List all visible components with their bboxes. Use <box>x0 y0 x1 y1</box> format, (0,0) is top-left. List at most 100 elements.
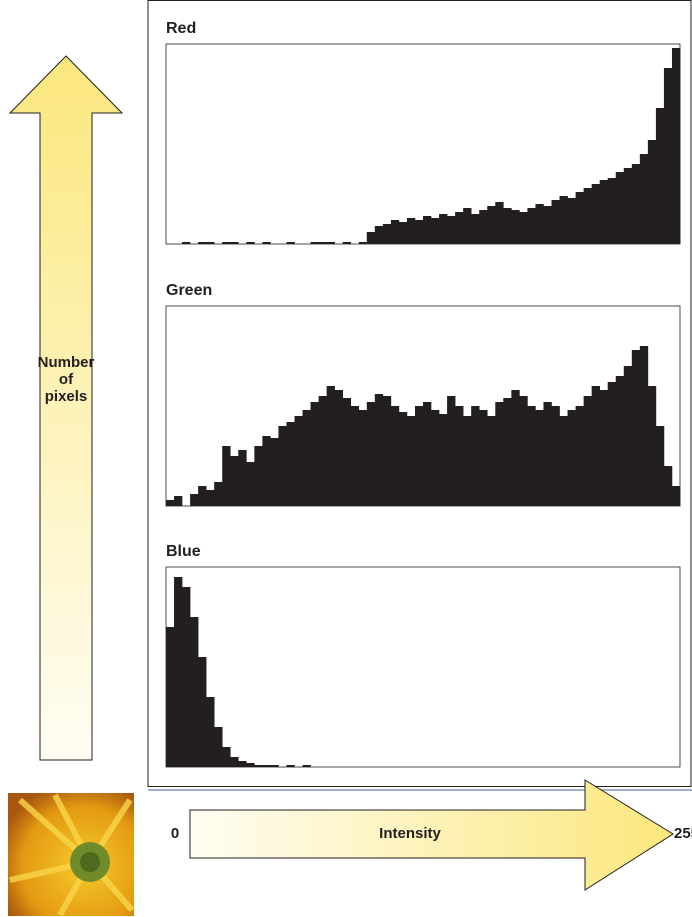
bar <box>503 208 512 244</box>
bar <box>439 414 448 506</box>
intensity-arrow <box>189 779 674 891</box>
histogram-title: Red <box>166 20 196 37</box>
bar <box>374 226 384 244</box>
count-label-line: of <box>59 371 74 388</box>
bar <box>398 222 408 244</box>
bar <box>535 410 544 506</box>
bar <box>270 765 279 767</box>
bar <box>414 406 424 506</box>
count-label-line: Number <box>38 354 95 371</box>
bar <box>463 416 472 506</box>
bar <box>487 206 496 244</box>
bar <box>198 486 207 506</box>
bar <box>615 172 625 244</box>
bar <box>342 398 352 506</box>
bar <box>623 168 633 244</box>
bar <box>535 204 544 244</box>
bar <box>190 617 199 767</box>
bar <box>270 438 279 506</box>
bar <box>414 220 424 244</box>
bar <box>599 390 609 506</box>
bar <box>302 410 311 506</box>
count-arrow <box>8 55 124 761</box>
bar <box>230 242 239 244</box>
bar <box>479 410 488 506</box>
bar <box>487 416 496 506</box>
bar <box>647 386 657 506</box>
bar <box>583 396 592 506</box>
bar <box>423 216 432 244</box>
bar <box>471 214 480 244</box>
bar <box>447 216 456 244</box>
bar <box>463 208 472 244</box>
bar <box>439 214 448 244</box>
bar <box>495 202 504 244</box>
bar <box>543 206 552 244</box>
bar <box>262 765 271 767</box>
bar <box>390 220 400 244</box>
bar <box>527 208 536 244</box>
bar <box>166 500 175 506</box>
bar <box>583 188 592 244</box>
bar <box>559 416 568 506</box>
bar <box>254 446 263 506</box>
bar <box>222 446 231 506</box>
bar <box>254 765 263 767</box>
histogram-title: Green <box>166 282 212 299</box>
bar <box>639 346 649 506</box>
histogram-title: Blue <box>166 543 201 560</box>
bar <box>519 212 528 244</box>
bar <box>174 496 183 506</box>
bar <box>647 140 657 244</box>
count-label: Number of pixels <box>38 354 95 405</box>
bar <box>222 242 231 244</box>
bar <box>575 192 584 244</box>
bar <box>246 462 255 506</box>
bar <box>406 218 416 244</box>
bar <box>511 210 520 244</box>
bar <box>326 386 335 506</box>
bar <box>607 382 617 506</box>
bar <box>431 218 440 244</box>
bar <box>238 761 247 767</box>
bar <box>310 242 319 244</box>
intensity-tick: 0 <box>171 825 179 842</box>
bar <box>567 410 576 506</box>
bar <box>366 232 376 244</box>
bar <box>310 402 319 506</box>
bar <box>591 386 600 506</box>
bar <box>503 398 512 506</box>
bar <box>246 242 255 244</box>
bar <box>350 406 360 506</box>
bar <box>166 627 175 767</box>
bar <box>262 242 271 244</box>
intensity-tick: 255 <box>674 825 692 842</box>
bar <box>631 350 641 506</box>
bar <box>599 180 609 244</box>
bar <box>214 482 223 506</box>
bar <box>294 416 303 506</box>
bar <box>671 48 681 244</box>
bar <box>278 426 287 506</box>
bar <box>511 390 520 506</box>
bar <box>206 697 215 767</box>
bar <box>607 178 617 244</box>
bar <box>334 390 343 506</box>
count-label-line: pixels <box>45 388 88 405</box>
bar <box>246 763 255 767</box>
bar <box>382 224 392 244</box>
bar <box>286 242 295 244</box>
bar <box>222 747 231 767</box>
bar <box>286 422 295 506</box>
bar <box>591 184 600 244</box>
bar <box>326 242 335 244</box>
flower-photo <box>8 793 135 917</box>
bar <box>455 406 464 506</box>
bar <box>455 212 464 244</box>
bar <box>286 765 295 767</box>
bar <box>230 757 239 767</box>
bar <box>366 402 376 506</box>
bar <box>230 456 239 506</box>
bar <box>382 396 392 506</box>
bar <box>358 410 368 506</box>
